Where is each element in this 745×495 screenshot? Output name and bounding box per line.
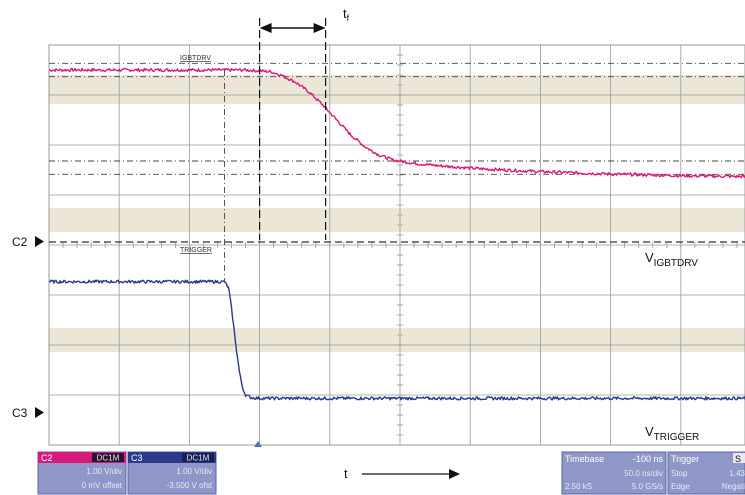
fall-time-marker: [259, 18, 327, 240]
trace-label-igbtdrv: IGBTDRV: [180, 55, 211, 62]
c3-volts-div: 1.00 V/div: [176, 467, 212, 476]
timebase-panel[interactable]: Timebase -100 ns 50.0 ns/div 2.50 kS 5.0…: [561, 451, 667, 495]
c2-channel-label: C2: [12, 235, 28, 249]
timebase-value: -100 ns: [633, 454, 664, 464]
c2-coupling-badge: [92, 453, 124, 462]
time-axis-label: t: [344, 466, 348, 481]
c3-marker-icon: [35, 407, 44, 418]
time-arrow-icon: [449, 469, 460, 479]
timebase-rate: 5.0 GS/s: [632, 482, 663, 491]
c3-panel-title: C3: [131, 453, 143, 463]
c2-panel-header: [38, 452, 126, 463]
c2-marker-icon: [35, 236, 44, 247]
graticule: [48, 44, 745, 446]
series-trigger: [48, 279, 745, 401]
trigger-mode: Stop: [671, 469, 688, 478]
trigger-source: S: [735, 454, 741, 464]
v-igbtdrv-label: VIGBTDRV: [645, 250, 698, 269]
c3-settings-panel[interactable]: C3 DC1M 1.00 V/div -3.500 V ofst: [127, 451, 217, 495]
c2-offset: 0 mV offset: [82, 481, 123, 490]
c2-panel-title: C2: [41, 453, 53, 463]
tf-arrow-right-icon: [313, 23, 326, 33]
c2-settings-panel[interactable]: C2 DC1M 1.00 V/div 0 mV offset: [37, 451, 127, 495]
trigger-type: Edge: [671, 482, 690, 491]
waveform-traces: [48, 67, 745, 401]
timebase-samples: 2.50 kS: [565, 482, 592, 491]
cursor-band-top: [49, 75, 745, 104]
trigger-title: Trigger: [671, 454, 699, 464]
timebase-title: Timebase: [565, 454, 604, 464]
c3-channel-label: C3: [12, 406, 28, 420]
trigger-slope: Negati: [722, 482, 745, 491]
cursor-band-middle: [49, 208, 745, 232]
c2-coupling-text: DC1M: [97, 454, 120, 463]
tf-arrow-left-icon: [259, 23, 272, 33]
c3-coupling-badge: [182, 453, 214, 462]
tf-label: tf: [343, 6, 350, 23]
cursor-band-bottom: [49, 328, 745, 352]
trigger-source-badge: [733, 453, 745, 463]
c3-offset: -3.500 V ofst: [167, 481, 213, 490]
c3-panel-header: [128, 452, 216, 463]
timebase-ns-div: 50.0 ns/div: [624, 469, 663, 478]
trace-label-trigger: TRIGGER: [180, 247, 212, 254]
trigger-position-icon: [254, 441, 262, 447]
c3-coupling-text: DC1M: [187, 454, 210, 463]
trigger-level: 1.43: [729, 469, 745, 478]
series-igbtdrv: [48, 67, 745, 179]
v-trigger-label: VTRIGGER: [645, 424, 699, 443]
c2-volts-div: 1.00 V/div: [86, 467, 122, 476]
trigger-panel[interactable]: Trigger S Stop 1.43 Edge Negati: [667, 451, 745, 495]
